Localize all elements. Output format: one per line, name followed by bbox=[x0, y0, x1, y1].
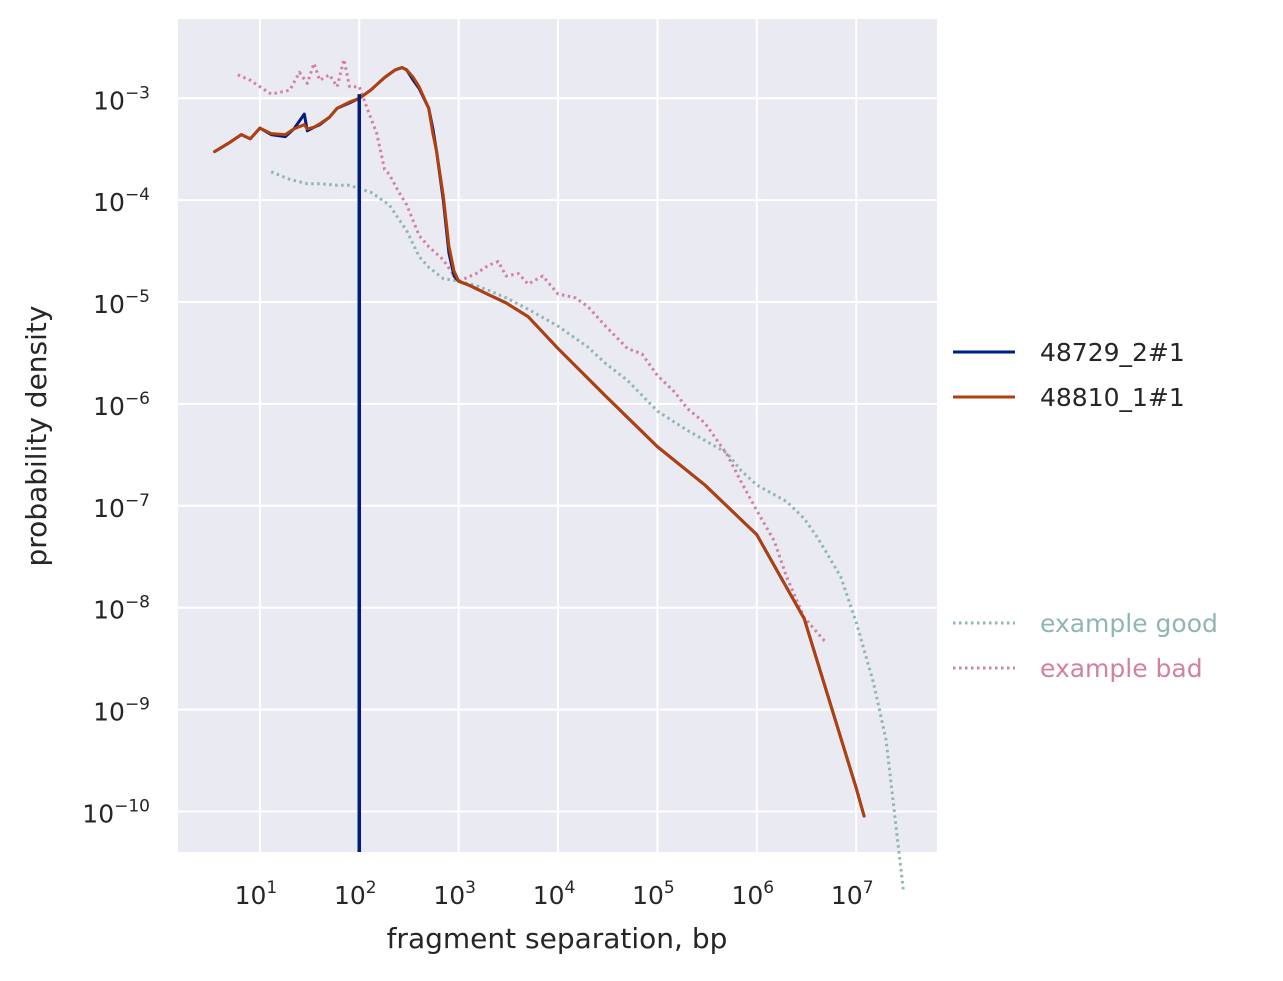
gridlines bbox=[178, 19, 937, 852]
y-tick-label: 10−7 bbox=[93, 491, 150, 523]
x-tick-label: 104 bbox=[533, 878, 576, 910]
y-tick-label: 10−8 bbox=[93, 593, 150, 625]
x-tick-label: 102 bbox=[334, 878, 377, 910]
legend-label-48729-2-1: 48729_2#1 bbox=[1040, 338, 1185, 367]
series-line-48810-1-1 bbox=[213, 66, 866, 818]
y-tick-label: 10−3 bbox=[93, 83, 150, 115]
legend-label-48810-1-1: 48810_1#1 bbox=[1040, 383, 1185, 412]
y-tick-label: 10−5 bbox=[93, 287, 150, 319]
y-axis-label: probability density bbox=[20, 306, 53, 567]
x-axis-label: fragment separation, bp bbox=[387, 922, 728, 955]
series-line-example-good bbox=[270, 170, 906, 893]
series-layer bbox=[213, 58, 906, 893]
y-tick-label: 10−6 bbox=[93, 389, 150, 421]
y-tick-labels: 10−3 10−4 10−5 10−6 10−7 10−8 10−9 10−10 bbox=[82, 83, 150, 828]
legend-label-example-bad: example bad bbox=[1040, 654, 1203, 683]
x-tick-label: 107 bbox=[831, 878, 874, 910]
y-tick-label: 10−9 bbox=[93, 695, 150, 727]
x-tick-label: 105 bbox=[632, 878, 675, 910]
y-tick-label: 10−4 bbox=[93, 185, 150, 217]
x-tick-label: 106 bbox=[731, 878, 774, 910]
x-tick-label: 101 bbox=[235, 878, 278, 910]
y-tick-label: 10−10 bbox=[82, 796, 150, 828]
x-tick-labels: 101 102 103 104 105 106 107 bbox=[235, 878, 874, 910]
x-tick-label: 103 bbox=[433, 878, 476, 910]
legend-label-example-good: example good bbox=[1040, 609, 1218, 638]
